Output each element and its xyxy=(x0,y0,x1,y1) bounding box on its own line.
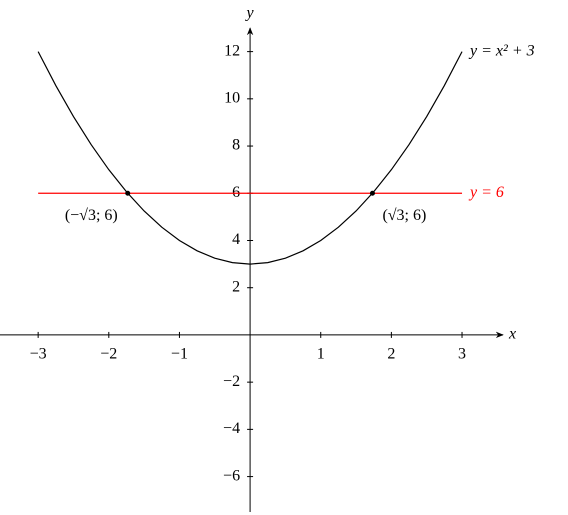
x-axis-label: x xyxy=(508,326,516,343)
y-tick-label: −2 xyxy=(223,373,240,390)
y-tick-label: −6 xyxy=(223,467,240,484)
y-tick-label: 12 xyxy=(224,42,240,59)
y-tick-label: 6 xyxy=(232,184,240,201)
intersection-point xyxy=(369,190,375,196)
x-tick-label: −3 xyxy=(30,346,47,363)
curve-label: y = 6 xyxy=(468,184,504,201)
x-tick-label: 3 xyxy=(458,346,466,363)
x-tick-label: −1 xyxy=(171,346,188,363)
point-label: (−√3; 6) xyxy=(65,207,118,224)
y-tick-label: 10 xyxy=(224,90,240,107)
x-tick-label: 2 xyxy=(387,346,395,363)
y-tick-label: 4 xyxy=(232,231,240,248)
y-tick-label: 2 xyxy=(232,278,240,295)
x-tick-label: 1 xyxy=(317,346,325,363)
y-tick-label: −4 xyxy=(223,420,240,437)
intersection-point xyxy=(125,190,131,196)
point-label: (√3; 6) xyxy=(382,207,426,224)
curve-label: y = x² + 3 xyxy=(468,42,535,59)
y-axis-label: y xyxy=(245,5,255,22)
y-tick-label: 8 xyxy=(232,137,240,154)
x-tick-label: −2 xyxy=(100,346,117,363)
curve xyxy=(37,51,463,265)
